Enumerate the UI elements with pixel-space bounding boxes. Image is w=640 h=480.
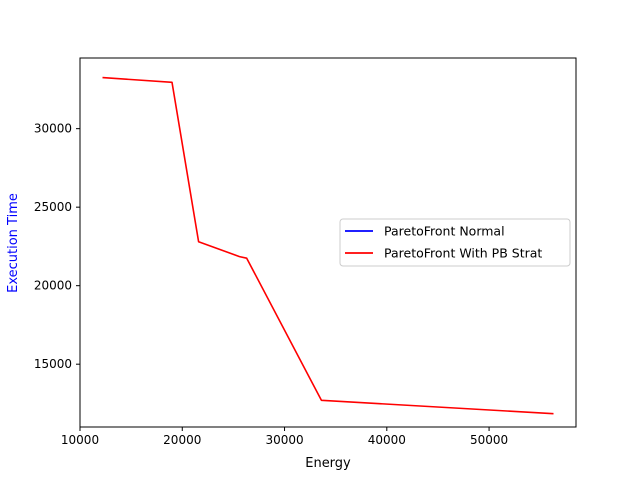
x-tick-label: 50000 bbox=[470, 433, 508, 447]
x-axis-label: Energy bbox=[305, 456, 351, 471]
legend-label: ParetoFront With PB Strat bbox=[384, 246, 542, 261]
y-tick-label: 25000 bbox=[34, 200, 72, 214]
x-axis-ticks: 10000 20000 30000 40000 50000 bbox=[61, 427, 508, 447]
y-tick-label: 30000 bbox=[34, 122, 72, 136]
legend-label: ParetoFront Normal bbox=[384, 224, 505, 239]
x-tick-label: 40000 bbox=[368, 433, 406, 447]
plot-lines bbox=[102, 76, 554, 415]
legend: ParetoFront Normal ParetoFront With PB St… bbox=[339, 218, 571, 267]
y-axis-label: Execution Time bbox=[6, 193, 21, 293]
x-tick-label: 30000 bbox=[265, 433, 303, 447]
legend-box bbox=[339, 218, 571, 267]
y-tick-label: 20000 bbox=[34, 279, 72, 293]
y-tick-label: 15000 bbox=[34, 357, 72, 371]
y-axis-ticks: 15000 20000 25000 30000 bbox=[34, 122, 80, 371]
x-tick-label: 20000 bbox=[163, 433, 201, 447]
x-tick-label: 10000 bbox=[61, 433, 99, 447]
series-line bbox=[102, 76, 554, 415]
plot-frame bbox=[79, 57, 577, 428]
